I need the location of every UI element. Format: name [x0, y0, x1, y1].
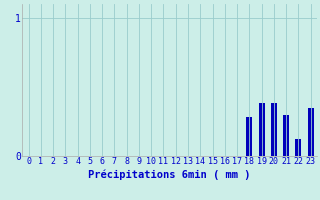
Bar	[259, 103, 265, 156]
Bar	[295, 139, 301, 156]
Bar	[246, 117, 252, 156]
Bar	[283, 115, 289, 156]
Bar	[271, 103, 277, 156]
X-axis label: Précipitations 6min ( mm ): Précipitations 6min ( mm )	[88, 169, 251, 180]
Bar	[308, 108, 314, 156]
